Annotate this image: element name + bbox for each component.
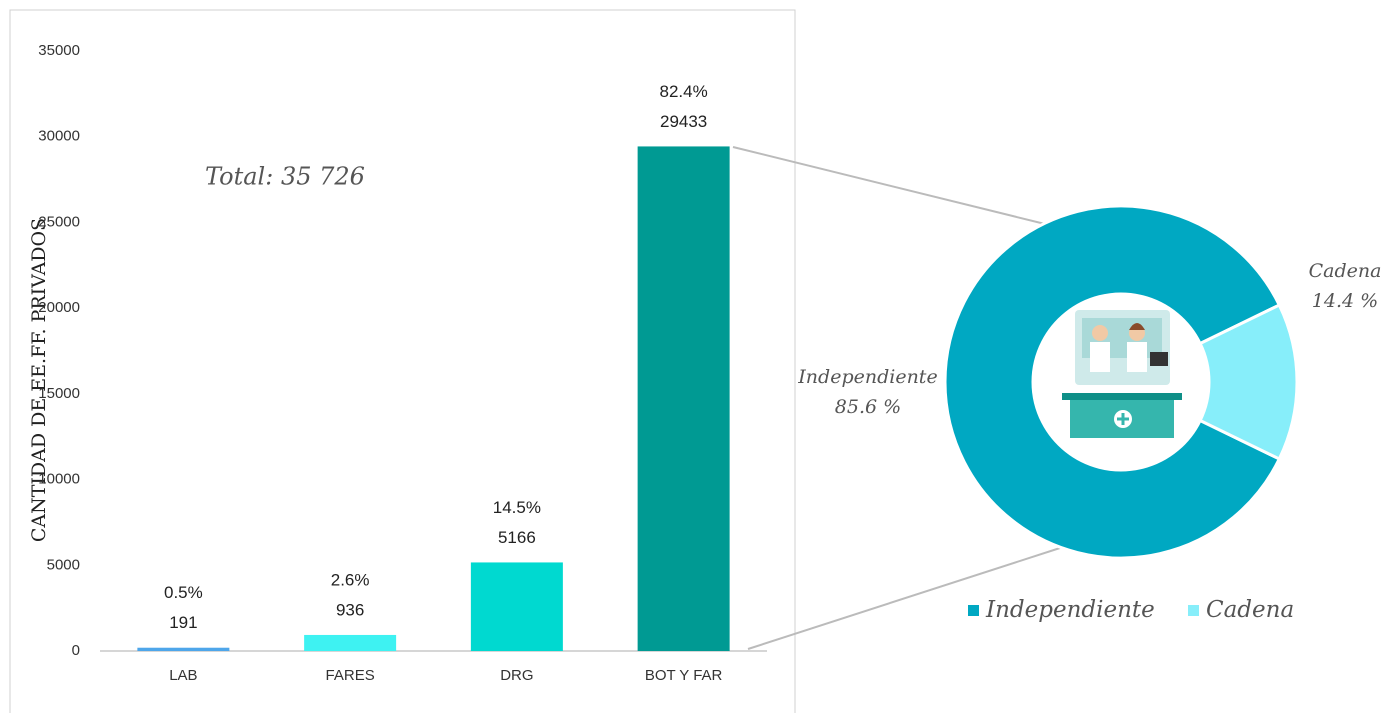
value-label: 936 [336,600,364,619]
bar [137,648,229,651]
x-tick-label: FARES [326,667,375,684]
share-label: 14.5% [493,498,541,517]
y-tick-label: 25000 [38,213,80,230]
legend-swatch [968,605,979,616]
annotation: Total: 35 726 [205,163,365,191]
y-tick-label: 0 [72,642,80,659]
slice-value-label: 14.4 % [1312,290,1378,312]
share-label: 2.6% [331,570,370,589]
legend-label: Cadena [1206,597,1294,623]
x-tick-label: BOT Y FAR [645,667,723,684]
connector [733,147,1045,224]
page: {"chart_data": [ {"type": "bar", "y_labe… [0,0,1387,718]
y-tick-label: 5000 [47,556,80,573]
slice-value-label: 85.6 % [835,396,901,418]
share-label: 0.5% [164,583,203,602]
value-label: 5166 [498,528,536,547]
y-tick-label: 35000 [38,42,80,59]
legend-label: Independiente [985,597,1155,623]
slice-label: Cadena [1309,260,1382,282]
y-tick-label: 30000 [38,128,80,145]
y-tick-label: 15000 [38,385,80,402]
x-tick-label: DRG [500,667,533,684]
bar [471,562,563,651]
value-label: 191 [169,613,197,632]
slice-label: Independiente [797,366,937,388]
bar [304,635,396,651]
y-tick-label: 20000 [38,299,80,316]
chart: CANTIDAD DE EE.FF. PRIVADOS Total: 35 72… [0,0,1387,713]
value-label: 29433 [660,112,707,131]
share-label: 82.4% [660,82,708,101]
x-tick-label: LAB [169,667,197,684]
pharmacy-icon [1062,310,1182,438]
y-tick-label: 10000 [38,471,80,488]
bar [638,146,730,651]
legend-swatch [1188,605,1199,616]
y-axis-label: CANTIDAD DE EE.FF. PRIVADOS [28,218,50,542]
